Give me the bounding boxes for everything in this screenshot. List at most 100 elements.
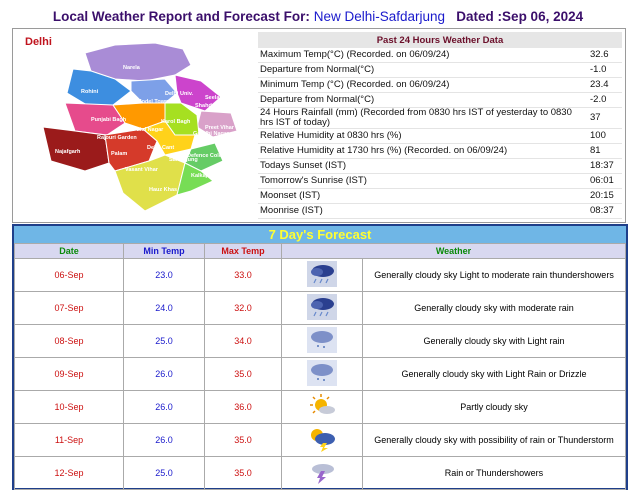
column-header: Max Temp (204, 243, 282, 259)
forecast-weather: Rain or Thundershowers (362, 456, 626, 490)
past-value: 20:15 (588, 188, 622, 204)
past-row: Departure from Normal(°C) -2.0 (258, 92, 622, 108)
forecast-panel: 7 Day's Forecast Date Min Temp Max Temp Wea… (12, 224, 628, 490)
forecast-row: 06-Sep 23.0 33.0 Generally cloudy sky Light… (14, 258, 626, 292)
past-label: Departure from Normal(°C) (258, 62, 588, 78)
forecast-min: 24.0 (123, 291, 205, 325)
weather-icon (307, 261, 337, 287)
forecast-icon-cell (281, 324, 363, 358)
forecast-date: 12-Sep (14, 456, 124, 490)
past-value: 18:37 (588, 158, 622, 174)
forecast-max: 33.0 (204, 258, 282, 292)
forecast-min: 26.0 (123, 357, 205, 391)
forecast-table: Date Min Temp Max Temp Weather 06-Sep 23.0 33… (14, 243, 626, 490)
district-map: Delhi Narela Rohini Model Town Delhi Uni… (25, 36, 238, 212)
map-label: Hauz Khas (149, 187, 177, 193)
past-label: Todays Sunset (IST) (258, 158, 588, 174)
map-label: Safdarjung (169, 157, 198, 163)
past-label: Minimum Temp (°C) (Recorded. on 06/09/24… (258, 77, 588, 93)
forecast-min: 23.0 (123, 258, 205, 292)
station-link[interactable]: New Delhi-Safdarjung (313, 9, 446, 24)
forecast-icon-cell (281, 390, 363, 424)
past-value: 06:01 (588, 173, 622, 189)
forecast-icon-cell (281, 258, 363, 292)
past-value: 08:37 (588, 203, 622, 219)
forecast-row: 07-Sep 24.0 32.0 Generally cloudy sky with … (14, 291, 626, 325)
column-header: Weather (281, 243, 626, 259)
forecast-min: 25.0 (123, 456, 205, 490)
past-value: 100 (588, 128, 622, 144)
map-label: Najafgarh (55, 149, 81, 155)
past-row: Tomorrow's Sunrise (IST) 06:01 (258, 173, 622, 189)
past-value: 81 (588, 143, 622, 159)
past-row: Moonrise (IST) 08:37 (258, 203, 622, 219)
current-panel: Delhi Narela Rohini Model Town Delhi Uni… (12, 28, 626, 223)
past-row: Maximum Temp(°C) (Recorded. on 06/09/24)… (258, 48, 622, 63)
forecast-row: 12-Sep 25.0 35.0 Rain or Thundershowers (14, 456, 626, 490)
map-label: Shahdara (195, 103, 221, 109)
past-row: Minimum Temp (°C) (Recorded. on 06/09/24… (258, 77, 622, 93)
forecast-weather: Generally cloudy sky with Light Rain or … (362, 357, 626, 391)
past-value: 37 (588, 107, 622, 129)
forecast-row: 08-Sep 25.0 34.0 Generally cloudy sky with … (14, 324, 626, 358)
forecast-weather: Generally cloudy sky with possibility of… (362, 423, 626, 457)
forecast-weather: Generally cloudy sky with Light rain (362, 324, 626, 358)
forecast-max: 34.0 (204, 324, 282, 358)
past-value: -2.0 (588, 92, 622, 108)
forecast-row: 11-Sep 26.0 35.0 Generally cloudy sky with … (14, 423, 626, 457)
map-label: Delhi Cant (147, 145, 174, 151)
forecast-icon-cell (281, 456, 363, 490)
forecast-date: 08-Sep (14, 324, 124, 358)
past-value: -1.0 (588, 62, 622, 78)
past-label: 24 Hours Rainfall (mm) (Recorded from 08… (258, 107, 588, 129)
forecast-weather: Partly cloudy sky (362, 390, 626, 424)
past-label: Relative Humidity at 0830 hrs (%) (258, 128, 588, 144)
forecast-date: 09-Sep (14, 357, 124, 391)
forecast-date: 07-Sep (14, 291, 124, 325)
past-label: Departure from Normal(°C) (258, 92, 588, 108)
map-label: Punjabi Bagh (91, 117, 127, 123)
forecast-max: 35.0 (204, 423, 282, 457)
map-label: Preet Vihar (205, 125, 235, 131)
past-row: 24 Hours Rainfall (mm) (Recorded from 08… (258, 107, 622, 129)
forecast-max: 35.0 (204, 456, 282, 490)
forecast-row: 10-Sep 26.0 36.0 Partly cloudy sky (14, 390, 626, 424)
forecast-weather: Generally cloudy sky with moderate rain (362, 291, 626, 325)
header: Local Weather Report and Forecast For: N… (0, 9, 636, 24)
map-label: Defence Colony (187, 153, 230, 159)
map-label: Kalkaji (191, 173, 209, 179)
map-title: Delhi (25, 36, 52, 48)
column-header: Date (14, 243, 124, 259)
past-row: Moonset (IST) 20:15 (258, 188, 622, 204)
past-label: Moonset (IST) (258, 188, 588, 204)
weather-icon (307, 459, 337, 485)
past-24h-table: Past 24 Hours Weather Data Maximum Temp(… (258, 32, 622, 219)
map-label: Delhi Univ. (165, 91, 193, 97)
map-label: Rohini (81, 89, 99, 95)
past-row: Todays Sunset (IST) 18:37 (258, 158, 622, 174)
map-label: Seelam Puri (205, 95, 237, 101)
column-header: Min Temp (123, 243, 205, 259)
past-row: Relative Humidity at 1730 hrs (%) (Recor… (258, 143, 622, 159)
forecast-date: 10-Sep (14, 390, 124, 424)
past-label: Maximum Temp(°C) (Recorded. on 06/09/24) (258, 48, 588, 63)
forecast-max: 36.0 (204, 390, 282, 424)
forecast-min: 25.0 (123, 324, 205, 358)
forecast-weather: Generally cloudy sky Light to moderate r… (362, 258, 626, 292)
forecast-title: 7 Day's Forecast (14, 226, 626, 243)
forecast-icon-cell (281, 357, 363, 391)
past-row: Relative Humidity at 0830 hrs (%) 100 (258, 128, 622, 144)
map-label: Rajouri Garden (97, 135, 137, 141)
forecast-min: 26.0 (123, 390, 205, 424)
header-date: Dated :Sep 06, 2024 (456, 9, 584, 24)
forecast-max: 32.0 (204, 291, 282, 325)
forecast-max: 35.0 (204, 357, 282, 391)
map-label: Karol Bagh (161, 119, 191, 125)
weather-icon (307, 393, 337, 419)
header-title: Local Weather Report and Forecast For: (52, 9, 310, 24)
weather-icon (307, 294, 337, 320)
map-label: Palam (111, 151, 127, 157)
map-label: Gandhi Nagar (193, 131, 230, 137)
past-label: Tomorrow's Sunrise (IST) (258, 173, 588, 189)
